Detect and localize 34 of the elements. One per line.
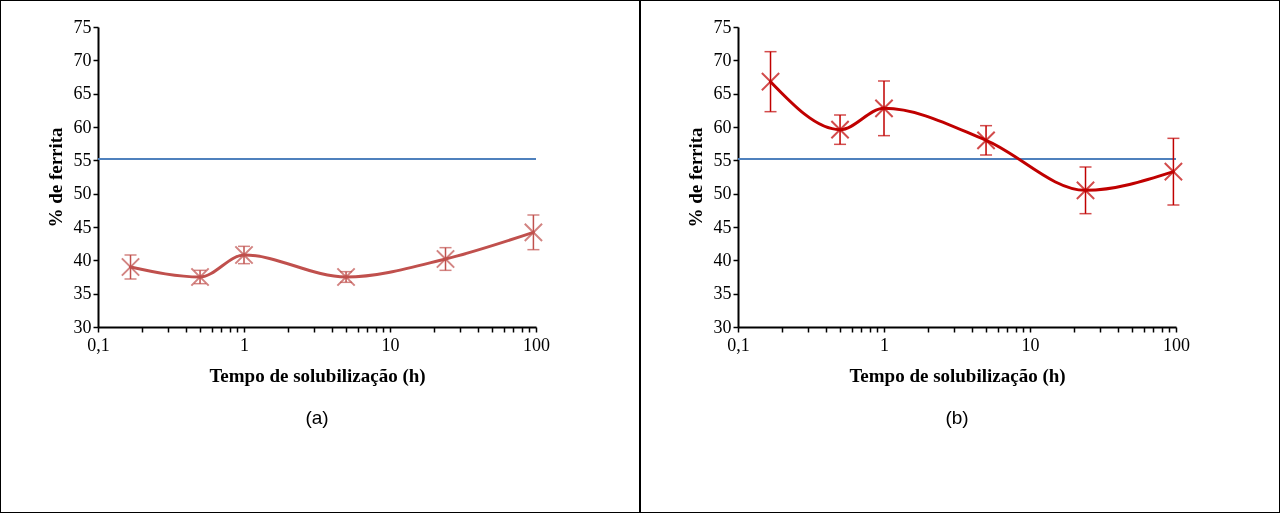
y-tick-label: 30 <box>713 316 732 337</box>
x-tick-label: 1 <box>240 334 249 355</box>
y-tick-label: 75 <box>713 16 732 37</box>
y-tick-label: 60 <box>73 116 92 137</box>
y-tick-label: 35 <box>713 283 732 304</box>
y-axis-title: % de ferrita <box>684 126 706 228</box>
x-axis-title: Tempo de solubilização (h) <box>849 364 1066 387</box>
y-tick-label: 30 <box>73 316 92 337</box>
y-tick-label: 45 <box>73 216 92 237</box>
x-tick-label: 1 <box>880 334 889 355</box>
x-tick-label: 100 <box>1163 334 1190 355</box>
y-tick-label: 65 <box>73 83 92 104</box>
y-tick-label: 35 <box>73 283 92 304</box>
y-tick-label: 50 <box>713 183 732 204</box>
y-tick-label: 55 <box>713 149 732 170</box>
y-tick-label: 50 <box>73 183 92 204</box>
text: (b) <box>945 407 969 428</box>
x-tick-label: 0,1 <box>87 334 110 355</box>
y-axis-title: % de ferrita <box>44 126 66 228</box>
y-tick-label: 60 <box>713 116 732 137</box>
x-axis-title: Tempo de solubilização (h) <box>209 364 426 387</box>
y-tick-label: 75 <box>73 16 92 37</box>
y-tick-label: 55 <box>73 149 92 170</box>
y-tick-label: 45 <box>713 216 732 237</box>
y-tick-label: 65 <box>713 83 732 104</box>
x-tick-label: 10 <box>1021 334 1040 355</box>
x-tick-label: 10 <box>381 334 400 355</box>
text: (a) <box>305 407 329 428</box>
y-tick-label: 40 <box>713 249 732 270</box>
y-tick-label: 70 <box>73 49 92 70</box>
y-tick-label: 70 <box>713 49 732 70</box>
x-tick-label: 0,1 <box>727 334 750 355</box>
x-tick-label: 100 <box>523 334 550 355</box>
y-tick-label: 40 <box>73 249 92 270</box>
